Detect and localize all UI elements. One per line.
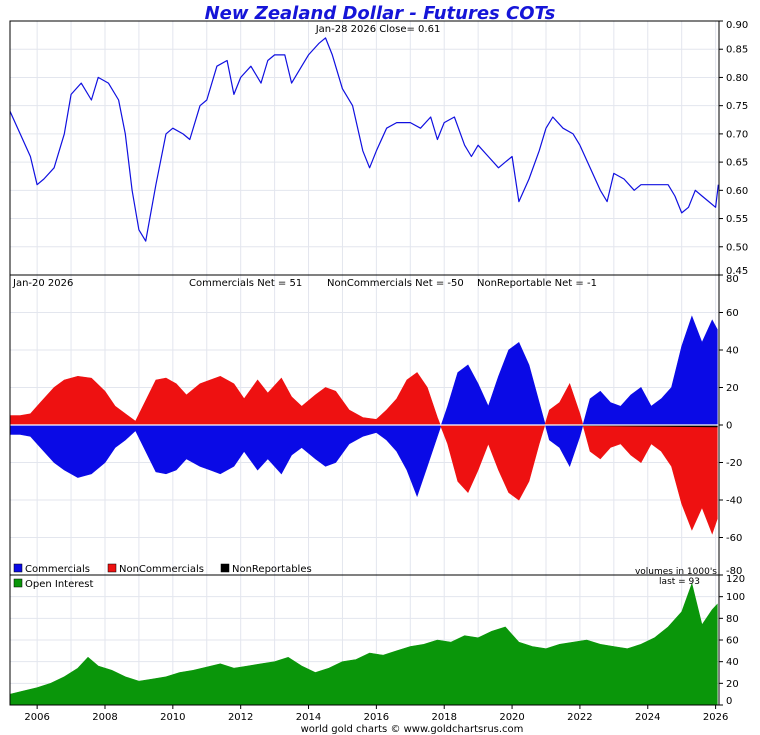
y-tick-label: 20	[726, 679, 739, 690]
legend-noncommercials-swatch	[107, 563, 117, 573]
y-tick-label: -40	[726, 496, 742, 507]
y-tick-label: 60	[726, 636, 739, 647]
nonreportable-net-label: NonReportable Net = -1	[477, 278, 597, 289]
y-tick-label: 0.45	[726, 266, 748, 277]
y-tick-label: 0	[726, 421, 732, 432]
net-positions-legend: Commercials NonCommercials NonReportable…	[13, 563, 312, 575]
y-tick-label: 0	[726, 696, 732, 707]
legend-nonreportables-swatch	[220, 563, 230, 573]
y-tick-label: 0.60	[726, 186, 748, 197]
y-tick-label: 120	[726, 574, 745, 585]
y-tick-label: 0.75	[726, 101, 748, 112]
y-tick-label: 0.55	[726, 214, 748, 225]
y-tick-label: 40	[726, 657, 739, 668]
y-tick-label: 0.65	[726, 158, 748, 169]
open-interest-last-label: last = 93	[659, 577, 700, 587]
net-series-noncommercials	[9, 372, 718, 535]
y-tick-label: 0.80	[726, 73, 748, 84]
x-tick-label: 2018	[431, 712, 456, 723]
legend-nonreportables-label: NonReportables	[232, 564, 312, 575]
price-series-line	[9, 37, 719, 242]
x-tick-label: 2020	[499, 712, 524, 723]
chart-title: New Zealand Dollar - Futures COTs	[205, 3, 556, 24]
y-tick-label: 0.70	[726, 129, 748, 140]
noncommercials-net-label: NonCommercials Net = -50	[327, 278, 464, 289]
y-tick-label: 0.85	[726, 45, 748, 56]
x-tick-label: 2022	[567, 712, 592, 723]
y-tick-label: 80	[726, 614, 739, 625]
open-interest-panel: 0 20 40 60 80 100 120 2006 2008 2010 2012 2014 2016…	[9, 567, 745, 723]
y-tick-label: 0.90	[726, 20, 748, 31]
y-tick-label: 100	[726, 592, 745, 603]
x-tick-label: 2016	[364, 712, 389, 723]
legend-commercials-label: Commercials	[25, 564, 90, 575]
legend-commercials-swatch	[13, 563, 23, 573]
x-tick-label: 2006	[24, 712, 49, 723]
x-tick-label: 2024	[635, 712, 660, 723]
x-tick-label: 2012	[228, 712, 253, 723]
y-tick-label: 60	[726, 308, 739, 319]
net-series-commercials	[9, 315, 718, 498]
commercials-net-label: Commercials Net = 51	[189, 278, 302, 289]
x-tick-label: 2026	[703, 712, 728, 723]
y-tick-label: -80	[726, 566, 742, 577]
y-tick-label: -60	[726, 533, 742, 544]
footer-credit: world gold charts © www.goldchartsrus.co…	[301, 724, 524, 735]
y-tick-label: 20	[726, 383, 739, 394]
y-tick-label: 40	[726, 346, 739, 357]
legend-open-interest-swatch	[13, 578, 23, 588]
legend-noncommercials-label: NonCommercials	[119, 564, 204, 575]
y-tick-label: 0.50	[726, 242, 748, 253]
volumes-units-note: volumes in 1000's	[635, 567, 717, 577]
x-tick-label: 2014	[296, 712, 321, 723]
y-tick-label: 80	[726, 274, 739, 285]
y-tick-label: -20	[726, 458, 742, 469]
open-interest-panel-frame	[9, 574, 720, 706]
open-interest-area	[9, 582, 718, 706]
legend-open-interest-label: Open Interest	[25, 579, 94, 590]
price-close-annotation: Jan-28 2026 Close= 0.61	[315, 24, 441, 35]
report-date-label: Jan-20 2026	[12, 278, 73, 289]
x-tick-label: 2010	[160, 712, 185, 723]
x-tick-label: 2008	[92, 712, 117, 723]
